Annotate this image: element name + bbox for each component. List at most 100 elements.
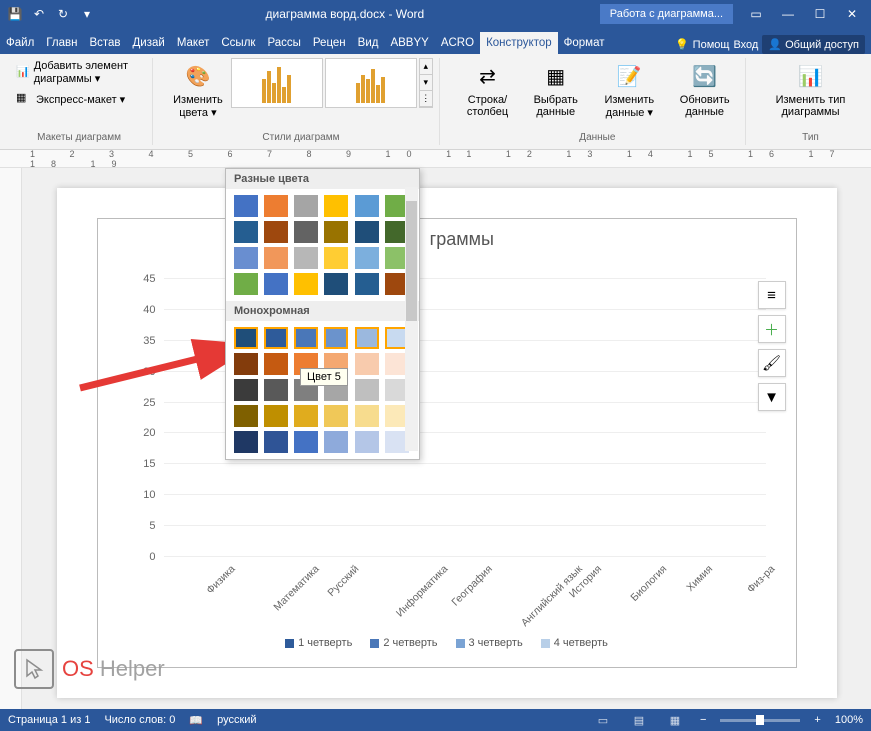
chart-legend[interactable]: 1 четверть 2 четверть 3 четверть 4 четверть xyxy=(98,637,796,649)
color-swatch[interactable] xyxy=(355,247,379,269)
color-swatch[interactable] xyxy=(264,431,288,453)
color-swatch[interactable] xyxy=(324,195,348,217)
select-data-button[interactable]: ▦Выбрать данные xyxy=(523,58,588,120)
color-swatch[interactable] xyxy=(324,405,348,427)
vertical-ruler[interactable] xyxy=(0,168,22,723)
zoom-in-icon[interactable]: + xyxy=(814,714,820,726)
tab-home[interactable]: Главн xyxy=(40,32,83,54)
legend-item[interactable]: 1 четверть xyxy=(285,637,352,649)
color-swatch[interactable] xyxy=(324,273,348,295)
tab-file[interactable]: Файл xyxy=(0,32,40,54)
share-button[interactable]: 👤 Общий доступ xyxy=(762,35,865,54)
color-swatch[interactable] xyxy=(294,221,318,243)
color-swatch[interactable] xyxy=(264,379,288,401)
color-swatch[interactable] xyxy=(294,405,318,427)
chart-style-gallery[interactable]: ▴▾⋮ xyxy=(231,58,433,108)
tab-acrobat[interactable]: ACRO xyxy=(435,32,480,54)
color-swatch[interactable] xyxy=(264,221,288,243)
color-swatch[interactable] xyxy=(324,247,348,269)
color-swatch[interactable] xyxy=(234,273,258,295)
color-swatch[interactable] xyxy=(355,405,379,427)
color-swatch[interactable] xyxy=(294,247,318,269)
color-swatch[interactable] xyxy=(355,379,379,401)
zoom-slider[interactable] xyxy=(720,719,800,722)
tab-abbyy[interactable]: ABBYY xyxy=(384,32,434,54)
tab-review[interactable]: Рецен xyxy=(307,32,352,54)
quick-layout-button[interactable]: ▦Экспресс-макет ▾ xyxy=(12,89,146,109)
color-swatch[interactable] xyxy=(355,353,379,375)
color-swatch[interactable] xyxy=(264,273,288,295)
color-swatch[interactable] xyxy=(264,353,288,375)
page-indicator[interactable]: Страница 1 из 1 xyxy=(8,714,90,726)
chart-title[interactable]: диаграммы xyxy=(98,229,796,250)
web-layout-icon[interactable]: ▦ xyxy=(664,712,686,728)
color-swatch[interactable] xyxy=(264,327,288,349)
tab-view[interactable]: Вид xyxy=(352,32,385,54)
change-chart-type-button[interactable]: 📊Изменить тип диаграммы xyxy=(762,58,859,120)
refresh-data-button[interactable]: 🔄Обновить данные xyxy=(670,58,739,120)
style-thumb-1[interactable] xyxy=(231,58,323,108)
style-gallery-more[interactable]: ▴▾⋮ xyxy=(419,58,433,108)
color-swatch[interactable] xyxy=(234,353,258,375)
color-swatch[interactable] xyxy=(234,195,258,217)
legend-item[interactable]: 2 четверть xyxy=(370,637,437,649)
undo-icon[interactable]: ↶ xyxy=(28,3,50,25)
color-swatch[interactable] xyxy=(294,273,318,295)
color-swatch[interactable] xyxy=(355,221,379,243)
color-swatch[interactable] xyxy=(264,247,288,269)
print-layout-icon[interactable]: ▤ xyxy=(628,712,650,728)
color-swatch[interactable] xyxy=(264,405,288,427)
horizontal-ruler[interactable]: 1 2 3 4 5 6 7 8 9 10 11 12 13 14 15 16 1… xyxy=(0,150,871,168)
redo-icon[interactable]: ↻ xyxy=(52,3,74,25)
login-label[interactable]: Вход xyxy=(733,39,758,51)
chart-format-button[interactable]: 🖌 xyxy=(758,349,786,377)
color-swatch[interactable] xyxy=(234,431,258,453)
tab-format[interactable]: Формат xyxy=(558,32,611,54)
close-icon[interactable]: ✕ xyxy=(837,3,867,25)
legend-item[interactable]: 4 четверть xyxy=(541,637,608,649)
style-thumb-2[interactable] xyxy=(325,58,417,108)
save-icon[interactable]: 💾 xyxy=(4,3,26,25)
legend-item[interactable]: 3 четверть xyxy=(456,637,523,649)
tab-constructor[interactable]: Конструктор xyxy=(480,32,558,54)
qat-more-icon[interactable]: ▾ xyxy=(76,3,98,25)
color-swatch[interactable] xyxy=(355,327,379,349)
zoom-out-icon[interactable]: − xyxy=(700,714,706,726)
color-swatch[interactable] xyxy=(234,221,258,243)
color-swatch[interactable] xyxy=(324,327,348,349)
tab-references[interactable]: Ссылк xyxy=(215,32,261,54)
color-swatch[interactable] xyxy=(234,405,258,427)
help-label[interactable]: Помощ xyxy=(693,39,730,51)
chart-object[interactable]: диаграммы 051015202530354045 ФизикаМатем… xyxy=(97,218,797,668)
minimize-icon[interactable]: — xyxy=(773,3,803,25)
color-swatch[interactable] xyxy=(355,195,379,217)
chart-elements-button[interactable]: ≡ xyxy=(758,281,786,309)
switch-row-col-button[interactable]: ⇄Строка/ столбец xyxy=(456,58,519,120)
chart-styles-button[interactable]: ＋ xyxy=(758,315,786,343)
color-swatch[interactable] xyxy=(294,195,318,217)
ribbon-options-icon[interactable]: ▭ xyxy=(741,3,771,25)
color-swatch[interactable] xyxy=(355,273,379,295)
language-indicator[interactable]: русский xyxy=(217,714,256,726)
color-swatch[interactable] xyxy=(324,431,348,453)
change-colors-button[interactable]: 🎨 Изменить цвета ▾ xyxy=(169,58,227,121)
edit-data-button[interactable]: 📝Изменить данные ▾ xyxy=(592,58,666,121)
maximize-icon[interactable]: ☐ xyxy=(805,3,835,25)
add-chart-element-button[interactable]: 📊Добавить элемент диаграммы ▾ xyxy=(12,58,146,87)
help-icon[interactable]: 💡 xyxy=(675,38,689,51)
tab-insert[interactable]: Встав xyxy=(83,32,126,54)
dropdown-scrollbar[interactable] xyxy=(405,187,418,451)
tab-layout[interactable]: Макет xyxy=(171,32,216,54)
word-count[interactable]: Число слов: 0 xyxy=(104,714,175,726)
color-swatch[interactable] xyxy=(324,221,348,243)
read-mode-icon[interactable]: ▭ xyxy=(592,712,614,728)
color-swatch[interactable] xyxy=(234,327,258,349)
chart-filters-button[interactable]: ▼ xyxy=(758,383,786,411)
tab-design[interactable]: Дизай xyxy=(127,32,171,54)
color-swatch[interactable] xyxy=(355,431,379,453)
color-swatch[interactable] xyxy=(294,431,318,453)
tab-mailings[interactable]: Рассы xyxy=(261,32,306,54)
zoom-level[interactable]: 100% xyxy=(835,714,863,726)
color-swatch[interactable] xyxy=(234,247,258,269)
color-swatch[interactable] xyxy=(264,195,288,217)
